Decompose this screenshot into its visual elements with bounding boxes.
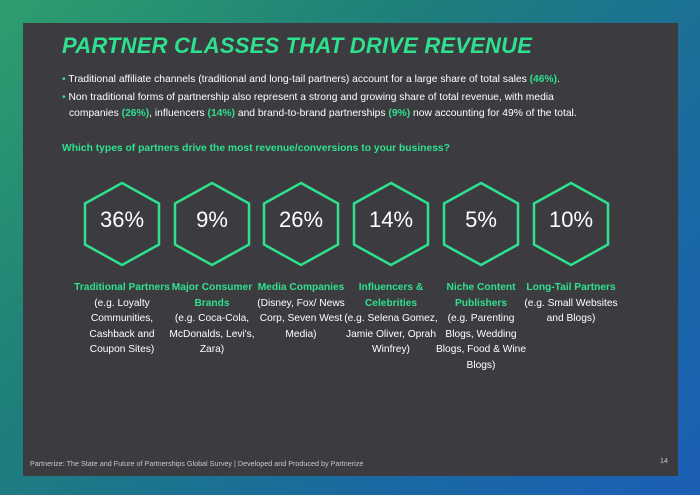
- bullet-highlight: (9%): [388, 108, 411, 119]
- bullet-highlight: (26%): [121, 108, 150, 119]
- partner-examples: (e.g. Loyalty Communities, Cashback and …: [89, 297, 155, 356]
- partner-examples: (e.g. Coca-Cola, McDonalds, Levi's, Zara…: [169, 313, 255, 355]
- partner-name: Niche Content Publishers: [446, 282, 516, 309]
- hexagon-icon: [262, 181, 340, 267]
- bullet-text: , influencers: [149, 108, 208, 119]
- bullet-list: • Traditional affiliate channels (tradit…: [62, 72, 602, 124]
- slide-panel: [23, 23, 678, 476]
- bullet-text: Traditional affiliate channels (traditio…: [68, 74, 530, 85]
- partner-name: Influencers & Celebrities: [358, 282, 424, 309]
- bullet-highlight: (14%): [207, 108, 235, 119]
- partner-name: Long-Tail Partners: [526, 282, 616, 293]
- partner-examples: (e.g. Selena Gomez, Jamie Oliver, Oprah …: [344, 313, 438, 355]
- bullet-dot-icon: •: [62, 92, 69, 103]
- partner-label-major-consumer-brands: Major Consumer Brands (e.g. Coca-Cola, M…: [164, 280, 260, 358]
- partner-label-niche-content-publishers: Niche Content Publishers (e.g. Parenting…: [433, 280, 529, 373]
- bullet-text: .: [557, 74, 560, 85]
- partner-label-influencers: Influencers & Celebrities (e.g. Selena G…: [343, 280, 439, 358]
- bullet-dot-icon: •: [62, 74, 69, 85]
- bullet-text: now accounting for 49% of the total.: [410, 108, 577, 119]
- bullet-text: and brand-to-brand partnerships: [234, 108, 389, 119]
- hexagon-major-consumer-brands: 9%: [173, 181, 251, 267]
- partner-examples: (Disney, Fox/ News Corp, Seven West Medi…: [257, 297, 345, 340]
- page-number: 14: [660, 456, 668, 465]
- hexagon-icon: [352, 181, 430, 267]
- partner-percentage: 26%: [278, 207, 324, 232]
- footer-credit: Partnerize: The State and Future of Part…: [30, 459, 364, 468]
- partner-name: Traditional Partners: [74, 282, 170, 293]
- partner-percentage: 36%: [99, 207, 145, 232]
- survey-question: Which types of partners drive the most r…: [62, 143, 450, 154]
- bullet-item: • Non traditional forms of partnership a…: [62, 90, 602, 122]
- partner-label-long-tail: Long-Tail Partners (e.g. Small Websites …: [523, 280, 619, 327]
- hexagon-niche-content-publishers: 5%: [442, 181, 520, 267]
- hexagon-traditional-partners: 36%: [83, 181, 161, 267]
- partner-percentage: 10%: [548, 207, 594, 232]
- partner-examples: (e.g. Parenting Blogs, Wedding Blogs, Fo…: [435, 313, 527, 371]
- bullet-highlight: (46%): [529, 74, 558, 85]
- hexagon-icon: [173, 181, 251, 267]
- bullet-text: Non traditional forms of partnership als…: [68, 92, 554, 119]
- hexagon-influencers: 14%: [352, 181, 430, 267]
- hexagon-icon: [532, 181, 610, 267]
- hexagon-long-tail-partners: 10%: [532, 181, 610, 267]
- hexagon-icon: [442, 181, 520, 267]
- slide-title: PARTNER CLASSES THAT DRIVE REVENUE: [62, 33, 533, 58]
- partner-percentage: 14%: [368, 207, 414, 232]
- partner-examples: (e.g. Small Websites and Blogs): [524, 297, 618, 325]
- partner-label-traditional: Traditional Partners (e.g. Loyalty Commu…: [74, 280, 170, 358]
- partner-percentage: 5%: [465, 207, 497, 232]
- partner-name: Media Companies: [257, 282, 345, 293]
- bullet-item: • Traditional affiliate channels (tradit…: [62, 72, 602, 88]
- hexagon-media-companies: 26%: [262, 181, 340, 267]
- partner-percentage: 9%: [196, 207, 228, 232]
- hexagon-icon: [83, 181, 161, 267]
- partner-name: Major Consumer Brands: [171, 282, 253, 309]
- partner-label-media-companies: Media Companies (Disney, Fox/ News Corp,…: [253, 280, 349, 342]
